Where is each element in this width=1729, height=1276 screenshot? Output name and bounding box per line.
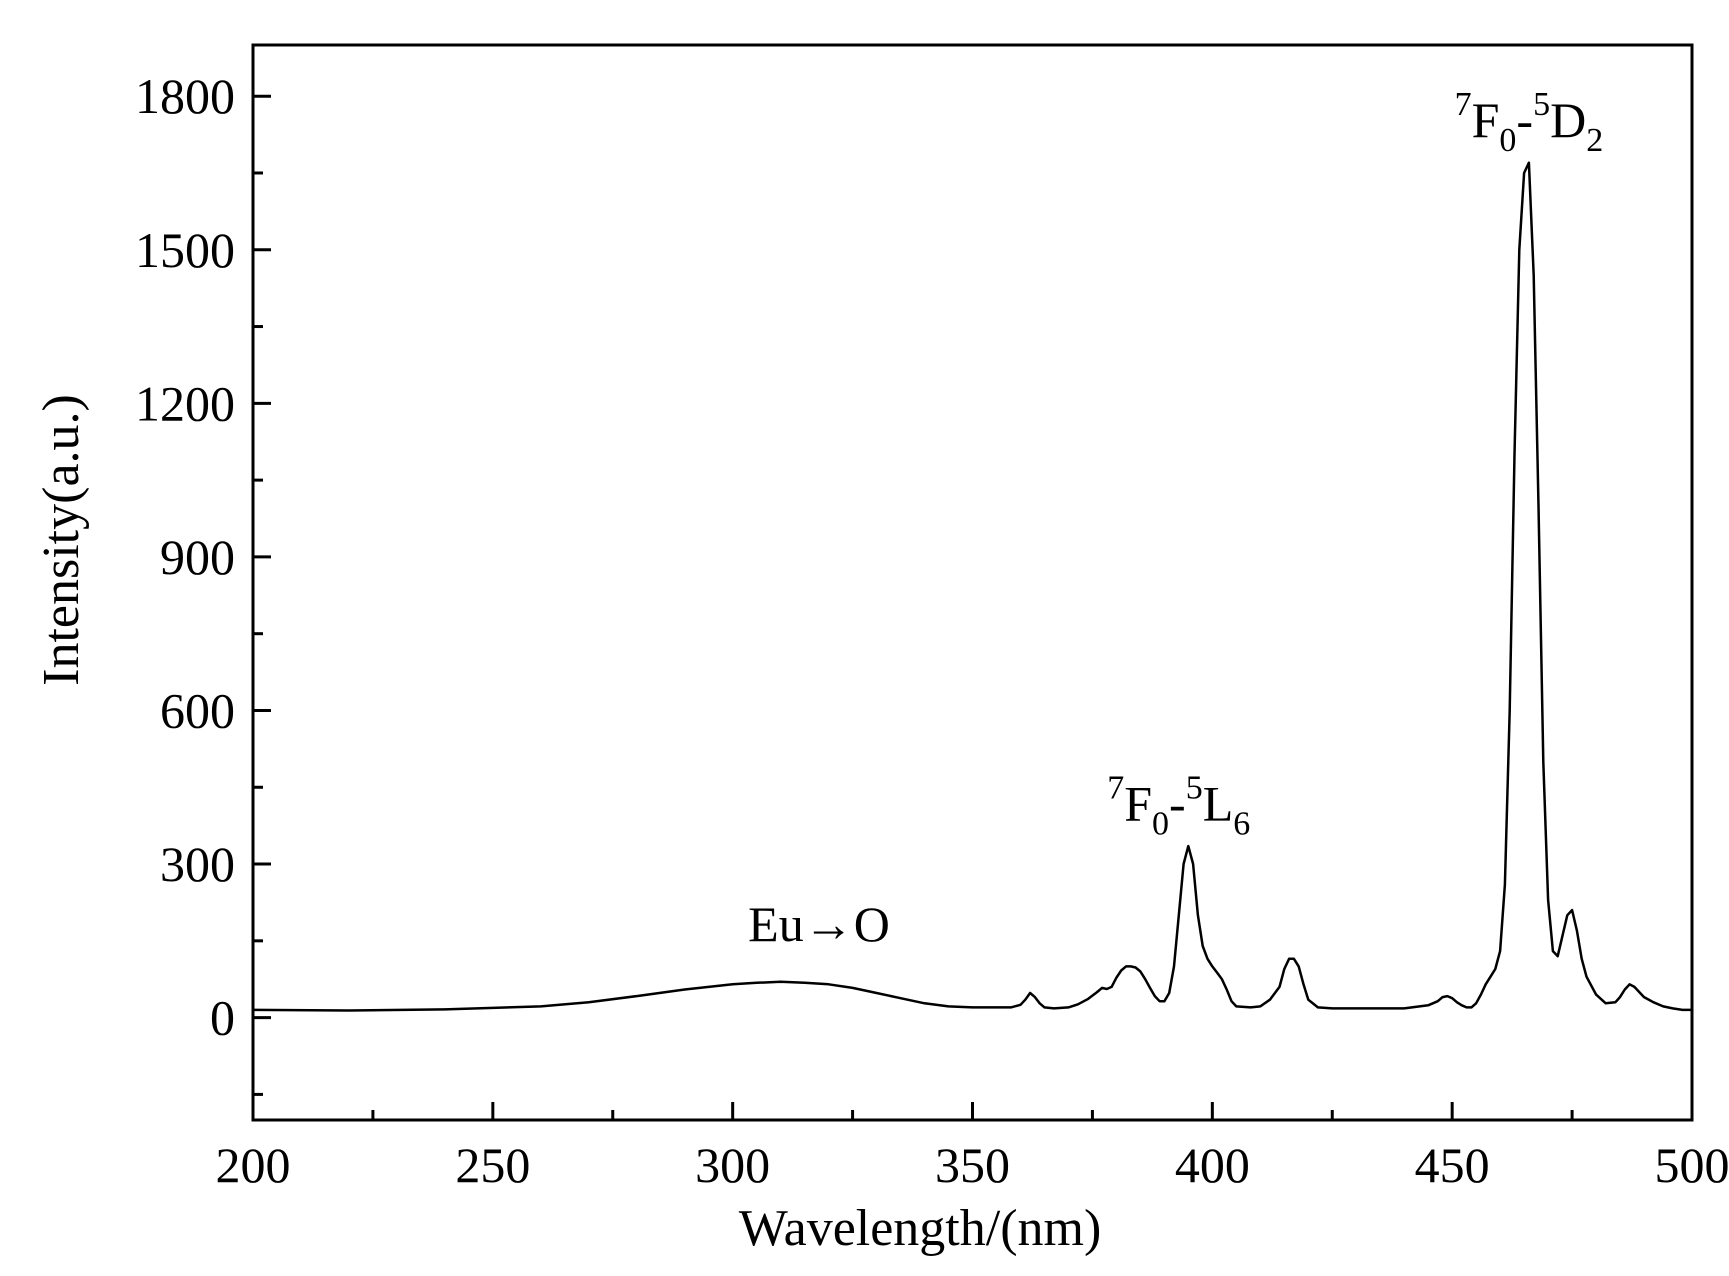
annotation-eu-o: Eu→O	[748, 896, 890, 952]
x-tick-label: 500	[1655, 1137, 1729, 1193]
peak-annotations: Eu→O 7F0-5L6 7F0-5D2	[748, 86, 1603, 952]
y-tick-label: 900	[160, 529, 235, 585]
annotation-f0-d2: 7F0-5D2	[1455, 86, 1604, 159]
x-axis-title: Wavelength/(nm)	[739, 1200, 1102, 1257]
y-tick-labels: 0 300 600 900 1200 1500 1800	[135, 68, 235, 1045]
x-tick-label: 350	[935, 1137, 1010, 1193]
y-tick-label: 1500	[135, 222, 235, 278]
x-tick-label: 200	[216, 1137, 291, 1193]
plot-frame	[251, 43, 1694, 1122]
y-tick-label: 0	[210, 990, 235, 1046]
y-tick-label: 600	[160, 682, 235, 738]
annotation-f0-l6: 7F0-5L6	[1107, 770, 1250, 843]
spectrum-line	[252, 161, 1692, 1012]
x-tick-label: 450	[1415, 1137, 1490, 1193]
y-tick-label: 1200	[135, 375, 235, 431]
x-tick-label: 400	[1175, 1137, 1250, 1193]
y-tick-label: 300	[160, 836, 235, 892]
y-axis-title: Intensity(a.u.)	[33, 394, 90, 686]
x-tick-label: 300	[695, 1137, 770, 1193]
axis-ticks	[251, 94, 1694, 1120]
x-tick-labels: 200 250 300 350 400 450 500	[216, 1137, 1729, 1193]
y-tick-label: 1800	[135, 68, 235, 124]
x-tick-label: 250	[455, 1137, 530, 1193]
